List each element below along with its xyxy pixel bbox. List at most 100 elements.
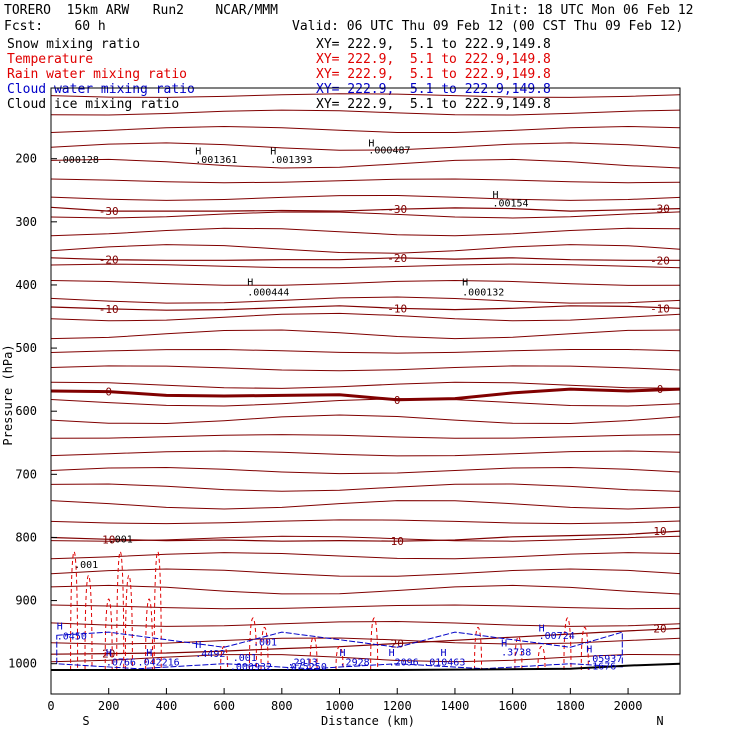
x-tick-label: 1600 bbox=[498, 699, 527, 713]
contour-line bbox=[50, 398, 681, 407]
rain-contour bbox=[580, 626, 589, 671]
annotation: .00154 bbox=[492, 199, 528, 210]
x-tick-label: 0 bbox=[47, 699, 54, 713]
x-tick-label: 400 bbox=[156, 699, 178, 713]
north-label: N bbox=[656, 714, 663, 728]
annotation: .001 bbox=[109, 535, 133, 546]
rain-contour bbox=[145, 598, 154, 671]
rain-contour bbox=[84, 575, 93, 671]
annotation: .2928 bbox=[340, 658, 370, 669]
contour-line bbox=[50, 483, 681, 492]
y-tick-label: 400 bbox=[15, 278, 37, 292]
annotation: .000932 bbox=[230, 662, 272, 673]
isotherm-0 bbox=[50, 387, 681, 402]
annotation: H bbox=[368, 139, 374, 150]
contour-line bbox=[50, 109, 681, 116]
annotation: H bbox=[462, 278, 468, 289]
y-tick-label: 700 bbox=[15, 467, 37, 481]
isotherm--30 bbox=[50, 206, 681, 212]
legend-snow-xy: XY= 222.9, 5.1 to 222.9,149.8 bbox=[316, 37, 551, 52]
y-axis-label: Pressure (hPa) bbox=[1, 344, 15, 445]
isotherm--10 bbox=[50, 305, 681, 311]
annotation: .000128 bbox=[57, 155, 99, 166]
annotation: H bbox=[195, 640, 201, 651]
legend-cloud-ice: Cloud ice mixing ratio bbox=[7, 97, 180, 112]
forecast-hour: Fcst: 60 h bbox=[4, 19, 106, 34]
contour-line bbox=[50, 279, 681, 286]
annotation: .00724 bbox=[539, 631, 575, 642]
rain-contour bbox=[153, 551, 162, 671]
annotation: H bbox=[389, 648, 395, 659]
annotation: .05937 bbox=[586, 654, 622, 665]
y-tick-label: 300 bbox=[15, 215, 37, 229]
ground-line bbox=[51, 662, 681, 672]
rain-contour bbox=[474, 626, 482, 671]
annotation: .000487 bbox=[368, 146, 410, 157]
annotation: H bbox=[501, 639, 507, 650]
isotherm-label: 0 bbox=[105, 386, 112, 399]
x-tick-label: 1800 bbox=[556, 699, 585, 713]
annotation: .001 bbox=[253, 637, 277, 648]
contour-line bbox=[50, 519, 681, 525]
annotation: H bbox=[57, 622, 63, 633]
isotherm-label: -20 bbox=[387, 252, 407, 265]
annotation: .0450 bbox=[57, 632, 87, 643]
x-tick-label: 200 bbox=[98, 699, 120, 713]
annotation: H bbox=[106, 648, 112, 659]
x-tick-label: 2000 bbox=[614, 699, 643, 713]
legend-rain: Rain water mixing ratio bbox=[7, 67, 188, 82]
annotation: .010463 bbox=[423, 658, 465, 669]
contour-line bbox=[50, 568, 681, 577]
annotation: H bbox=[492, 190, 498, 201]
annotation: .0766 bbox=[106, 658, 136, 669]
contour-line bbox=[50, 365, 681, 372]
model-title: TORERO 15km ARW Run2 NCAR/MMM bbox=[4, 3, 278, 18]
annotation: .042216 bbox=[138, 658, 180, 669]
contour-line bbox=[50, 93, 681, 98]
isotherm-label: -30 bbox=[387, 203, 407, 216]
y-tick-label: 1000 bbox=[8, 657, 37, 671]
y-tick-label: 800 bbox=[15, 530, 37, 544]
isotherm--20 bbox=[50, 257, 680, 261]
legend-rain-xy: XY= 222.9, 5.1 to 222.9,149.8 bbox=[316, 67, 551, 82]
isotherm-10 bbox=[50, 530, 681, 542]
legend-temperature-xy: XY= 222.9, 5.1 to 222.9,149.8 bbox=[316, 52, 551, 67]
annotation: .2913 bbox=[288, 658, 318, 669]
annotation: H bbox=[539, 624, 545, 635]
annotation: H bbox=[270, 146, 276, 157]
isotherm-label: 20 bbox=[102, 648, 115, 661]
x-tick-label: 800 bbox=[271, 699, 293, 713]
contour-line bbox=[50, 552, 681, 560]
isotherm-label: -10 bbox=[650, 302, 670, 315]
isotherm-label: 20 bbox=[653, 622, 666, 635]
contour-line bbox=[50, 227, 681, 237]
rain-contour bbox=[70, 551, 79, 671]
x-axis-label: Distance (km) bbox=[321, 714, 415, 728]
isotherm-label: -30 bbox=[650, 203, 670, 216]
legend-snow: Snow mixing ratio bbox=[7, 37, 141, 52]
annotation: H bbox=[146, 648, 152, 659]
contour-line bbox=[50, 348, 681, 354]
isotherm-label: -20 bbox=[650, 254, 670, 267]
y-tick-label: 600 bbox=[15, 404, 37, 418]
contour-line bbox=[50, 584, 681, 595]
contour-line bbox=[50, 244, 681, 254]
contour-line bbox=[50, 381, 681, 389]
contour-line bbox=[50, 194, 681, 201]
annotation: .000444 bbox=[247, 288, 289, 299]
contour-line bbox=[50, 158, 681, 169]
annotation: .001 bbox=[233, 653, 257, 664]
annotation: H bbox=[340, 648, 346, 659]
rain-contour bbox=[370, 617, 379, 671]
isotherm-label: 0 bbox=[657, 383, 664, 396]
annotation: H bbox=[195, 146, 201, 157]
contour-line bbox=[50, 604, 681, 610]
valid-time: Valid: 06 UTC Thu 09 Feb 12 (00 CST Thu … bbox=[292, 19, 684, 34]
annotation: .4492 bbox=[195, 649, 225, 660]
legend-cloud-ice-xy: XY= 222.9, 5.1 to 222.9,149.8 bbox=[316, 97, 551, 112]
isotherm-20 bbox=[50, 627, 681, 655]
x-tick-label: 1000 bbox=[325, 699, 354, 713]
contour-line bbox=[50, 329, 681, 340]
isotherm-label: 10 bbox=[391, 535, 404, 548]
